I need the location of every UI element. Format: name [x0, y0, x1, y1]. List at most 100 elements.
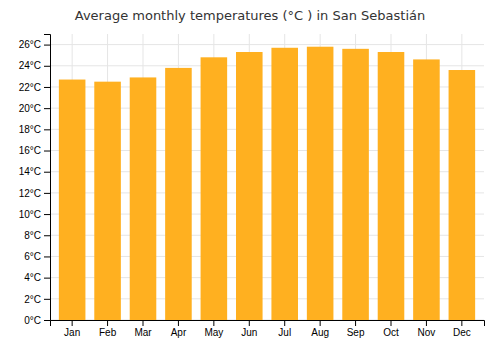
tick: Dec — [453, 320, 471, 338]
bar — [449, 70, 476, 320]
tick-mark — [44, 172, 50, 173]
tick-label: Apr — [171, 327, 187, 338]
tick: 10°C — [19, 209, 50, 220]
bars — [59, 47, 475, 320]
tick-mark — [213, 320, 214, 326]
tick-mark — [461, 320, 462, 326]
tick-mark — [107, 320, 108, 326]
tick-label: 18°C — [19, 124, 41, 135]
x-axis: Jan Feb Mar Apr May Jun Jul Aug Sep Oct Nov Dec — [51, 320, 485, 338]
axis-line — [51, 321, 485, 327]
tick-label: 16°C — [19, 145, 41, 156]
tick-label: Nov — [418, 327, 436, 338]
tick-mark — [44, 278, 50, 279]
tick-label: 10°C — [19, 209, 41, 220]
tick-mark — [44, 320, 50, 321]
tick-mark — [44, 66, 50, 67]
tick-label: Mar — [134, 327, 152, 338]
grid-line — [50, 44, 484, 45]
tick-label: 4°C — [24, 272, 41, 283]
bar — [94, 82, 121, 320]
axis-line — [44, 35, 51, 321]
tick: Aug — [311, 320, 329, 338]
tick-label: Jun — [241, 327, 257, 338]
bar — [378, 52, 405, 320]
tick: May — [204, 320, 223, 338]
tick: Mar — [134, 320, 152, 338]
tick-mark — [249, 320, 250, 326]
plot: 0°C 2°C 4°C 6°C 8°C 10°C 12°C 14°C 16°C 18°C 20°C 2… — [19, 34, 485, 338]
tick-label: 20°C — [19, 103, 41, 114]
tick-mark — [44, 129, 50, 130]
tick-mark — [284, 320, 285, 326]
bar — [201, 57, 228, 320]
tick-mark — [320, 320, 321, 326]
tick-label: Jan — [64, 327, 80, 338]
tick-mark — [44, 299, 50, 300]
tick: 0°C — [24, 315, 50, 326]
bar — [165, 68, 192, 320]
tick: 18°C — [19, 124, 50, 135]
tick: Jul — [278, 320, 291, 338]
tick-mark — [426, 320, 427, 326]
tick-mark — [391, 320, 392, 326]
tick-label: Aug — [311, 327, 329, 338]
tick-mark — [44, 214, 50, 215]
tick-mark — [44, 108, 50, 109]
tick: 8°C — [24, 230, 50, 241]
tick: 4°C — [24, 272, 50, 283]
tick-label: 0°C — [24, 315, 41, 326]
bar — [413, 59, 440, 320]
tick-mark — [44, 45, 50, 46]
tick-label: 24°C — [19, 60, 41, 71]
tick: 12°C — [19, 188, 50, 199]
tick-label: Sep — [347, 327, 365, 338]
tick: 20°C — [19, 103, 50, 114]
tick: 14°C — [19, 166, 50, 177]
tick-label: 6°C — [24, 251, 41, 262]
tick: 16°C — [19, 145, 50, 156]
tick-label: 8°C — [24, 230, 41, 241]
tick: 22°C — [19, 82, 50, 93]
tick-label: Dec — [453, 327, 471, 338]
tick: 26°C — [19, 39, 50, 50]
tick-mark — [44, 256, 50, 257]
tick-mark — [44, 87, 50, 88]
bar — [59, 80, 86, 320]
grid — [50, 34, 484, 320]
tick-mark — [44, 193, 50, 194]
y-axis: 0°C 2°C 4°C 6°C 8°C 10°C 12°C 14°C 16°C 18°C 20°C 2… — [19, 35, 51, 326]
tick-label: 14°C — [19, 166, 41, 177]
tick: Apr — [171, 320, 187, 338]
tick-label: Oct — [383, 327, 399, 338]
tick: 2°C — [24, 294, 50, 305]
tick-label: Jul — [278, 327, 291, 338]
tick-label: 26°C — [19, 39, 41, 50]
bar — [236, 52, 263, 320]
tick: Sep — [347, 320, 365, 338]
tick: Jan — [64, 320, 80, 338]
tick-mark — [44, 235, 50, 236]
tick: Jun — [241, 320, 257, 338]
tick: Nov — [418, 320, 436, 338]
tick-mark — [44, 151, 50, 152]
tick-label: 2°C — [24, 294, 41, 305]
tick: 24°C — [19, 60, 50, 71]
tick-mark — [178, 320, 179, 326]
tick-label: May — [204, 327, 223, 338]
tick: Feb — [99, 320, 117, 338]
tick-mark — [72, 320, 73, 326]
tick-label: 12°C — [19, 188, 41, 199]
tick-mark — [143, 320, 144, 326]
bar — [271, 48, 298, 320]
tick-label: 22°C — [19, 82, 41, 93]
bar — [130, 77, 157, 320]
title: Average monthly temperatures (°C ) in Sa… — [75, 8, 425, 23]
bar — [307, 47, 334, 320]
chart: Average monthly temperatures (°C ) in Sa… — [0, 0, 500, 350]
tick: 6°C — [24, 251, 50, 262]
tick: Oct — [383, 320, 399, 338]
bar — [342, 49, 369, 320]
tick-mark — [355, 320, 356, 326]
tick-label: Feb — [99, 327, 117, 338]
